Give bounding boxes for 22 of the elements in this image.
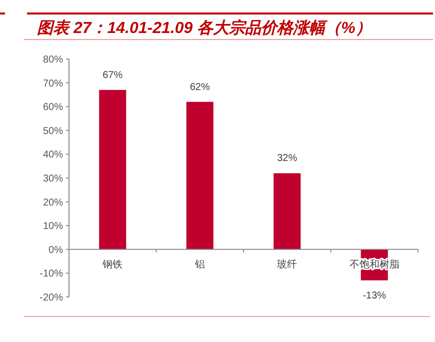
y-tick-label: -10% [40, 268, 64, 280]
x-tick-label: 铝 [194, 259, 205, 270]
y-tick-label: 0% [48, 244, 64, 256]
y-tick-label: 20% [42, 197, 64, 208]
bar [99, 90, 126, 250]
data-label: 67% [102, 70, 123, 81]
y-tick-label: 80% [42, 54, 64, 66]
x-tick-label: 钢铁 [102, 258, 123, 270]
data-label: -13% [362, 290, 386, 302]
y-tick-label: 50% [42, 126, 64, 137]
data-label: 62% [190, 82, 210, 93]
y-tick-label: 70% [42, 78, 64, 90]
y-tick-label: 60% [42, 102, 64, 114]
data-label: 32% [277, 153, 298, 164]
bar [274, 173, 301, 250]
x-tick-label: 玻纤 [277, 258, 298, 270]
y-tick-label: -20% [40, 292, 64, 304]
y-tick-label: 40% [42, 150, 64, 161]
y-tick-label: 10% [42, 221, 64, 232]
bar [186, 102, 214, 250]
y-tick-label: 30% [42, 174, 64, 184]
chart-title: 图表 27：14.01-21.09 各大宗品价格涨幅（%） [37, 18, 372, 37]
